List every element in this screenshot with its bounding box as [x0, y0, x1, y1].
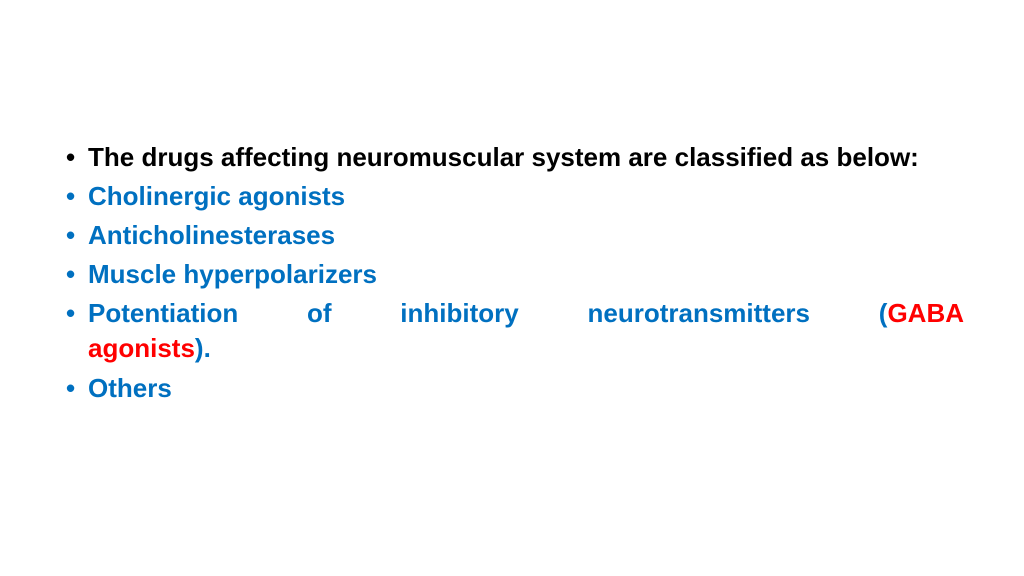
bullet-text: Muscle hyperpolarizers	[88, 259, 377, 289]
bullet-item-muscle-hyperpolarizers: Muscle hyperpolarizers	[60, 257, 964, 292]
bullet-text: Cholinergic agonists	[88, 181, 345, 211]
bullet-text: The drugs affecting neuromuscular system…	[88, 142, 919, 172]
bullet-item-intro: The drugs affecting neuromuscular system…	[60, 140, 964, 175]
bullet-text-pre: Potentiation of inhibitory neurotransmit…	[88, 298, 887, 328]
bullet-item-anticholinesterases: Anticholinesterases	[60, 218, 964, 253]
bullet-item-potentiation: Potentiation of inhibitory neurotransmit…	[60, 296, 964, 366]
bullet-list: The drugs affecting neuromuscular system…	[60, 140, 964, 406]
bullet-item-cholinergic: Cholinergic agonists	[60, 179, 964, 214]
bullet-text-highlight-l2: agonists	[88, 333, 195, 363]
bullet-text-highlight-l1: GABA	[887, 298, 964, 328]
bullet-text: Anticholinesterases	[88, 220, 335, 250]
bullet-text-post: ).	[195, 333, 211, 363]
bullet-text: Others	[88, 373, 172, 403]
bullet-item-others: Others	[60, 371, 964, 406]
